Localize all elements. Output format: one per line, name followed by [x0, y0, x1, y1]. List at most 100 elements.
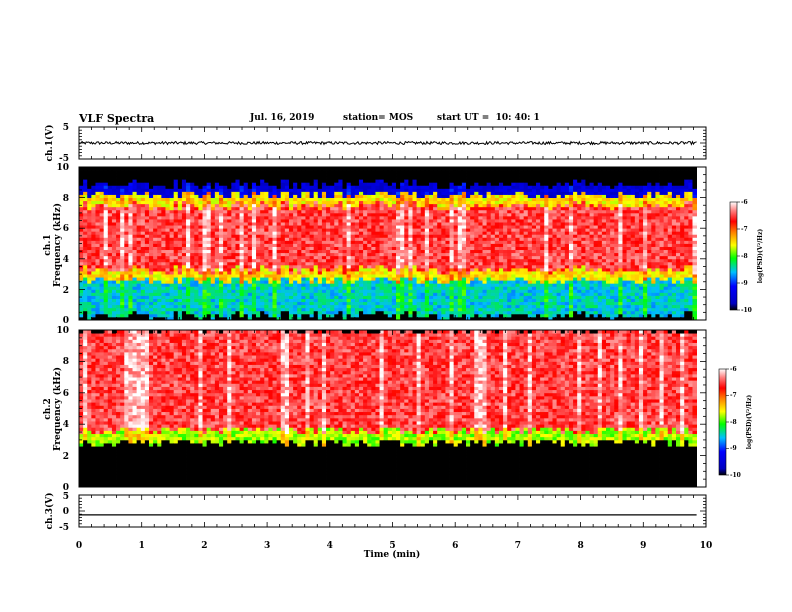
spectrogram-cell [305, 271, 310, 275]
spectrogram-cell [375, 185, 380, 189]
spectrogram-cell [103, 222, 109, 226]
spectrogram-cell [186, 298, 191, 303]
spectrogram-cell [338, 246, 343, 251]
spectrogram-cell [251, 313, 257, 318]
spectrogram-cell [276, 264, 282, 269]
spectrogram-cell [367, 200, 372, 205]
spectrogram-cell [120, 243, 125, 247]
spectrogram-cell [132, 289, 138, 293]
spectrogram-cell [264, 255, 269, 260]
spectrogram-cell [305, 231, 310, 235]
spectrogram-cell [342, 225, 348, 229]
spectrogram-cell [288, 188, 294, 192]
spectrogram-cell [387, 173, 393, 177]
spectrogram-cell [400, 286, 405, 290]
spectrogram-cell [210, 307, 216, 312]
spectrogram-cell [428, 203, 434, 208]
spectrogram-cell [95, 225, 100, 229]
spectrogram-cell [128, 313, 133, 318]
spectrogram-cell [190, 231, 195, 235]
spectrogram-cell [449, 310, 455, 315]
spectrogram-cell [243, 313, 249, 318]
spectrogram-cell [404, 188, 409, 192]
spectrogram-cell [375, 237, 380, 241]
spectrogram-cell [251, 182, 257, 186]
spectrogram-cell [214, 212, 220, 217]
spectrogram-cell [202, 292, 208, 296]
spectrogram-cell [218, 261, 224, 266]
spectrogram-cell [173, 215, 179, 220]
spectrogram-cell [371, 191, 376, 195]
spectrogram-cell [297, 249, 302, 254]
spectrogram-cell [120, 246, 125, 251]
spectrogram-cell [140, 249, 146, 254]
spectrogram-cell [214, 274, 220, 278]
spectrogram-cell [412, 264, 418, 269]
spectrogram-cell [346, 206, 352, 211]
spectrogram-cell [202, 225, 208, 229]
spectrogram-cell [251, 188, 257, 192]
spectrogram-cell [391, 237, 397, 241]
spectrogram-cell [416, 188, 422, 192]
spectrogram-cell [227, 212, 232, 217]
spectrogram-cell [243, 286, 249, 290]
spectrogram-cell [157, 264, 162, 269]
spectrogram-cell [107, 203, 113, 208]
spectrogram-cell [111, 176, 117, 180]
spectrogram-cell [309, 249, 315, 254]
spectrogram-cell [321, 255, 327, 260]
spectrogram-cell [239, 188, 245, 192]
spectrogram-cell [132, 277, 138, 281]
spectrogram-cell [317, 225, 323, 229]
spectrogram-cell [379, 222, 385, 226]
spectrogram-cell [120, 191, 125, 195]
spectrogram-cell [128, 173, 133, 177]
spectrogram-cell [218, 258, 224, 263]
spectrogram-cell [466, 173, 471, 177]
spectrogram-cell [396, 188, 401, 192]
spectrogram-cell [107, 225, 113, 229]
spectrogram-cell [107, 298, 113, 303]
spectrogram-cell [148, 261, 154, 266]
spectrogram-cell [391, 246, 397, 251]
spectrogram-cell [313, 261, 319, 266]
spectrogram-cell [206, 292, 212, 296]
spectrogram-cell [371, 225, 376, 229]
spectrogram-cell [111, 258, 117, 263]
spectrogram-cell [235, 206, 240, 211]
spectrogram-cell [99, 277, 105, 281]
spectrogram-cell [363, 267, 368, 272]
spectrogram-cell [206, 215, 212, 220]
spectrogram-cell [288, 212, 294, 217]
spectrogram-cell [247, 234, 253, 238]
spectrogram-cell [445, 243, 450, 247]
spectrogram-cell [210, 280, 216, 284]
spectrogram-cell [474, 206, 479, 211]
spectrogram-cell [457, 206, 463, 211]
spectrogram-cell [433, 225, 438, 229]
spectrogram-cell [161, 301, 166, 306]
spectrogram-cell [223, 194, 228, 198]
spectrogram-cell [396, 283, 401, 287]
spectrogram-cell [437, 298, 442, 303]
spectrogram-cell [379, 304, 385, 309]
spectrogram-cell [124, 234, 129, 238]
spectrogram-cell [358, 167, 364, 171]
spectrogram-cell [350, 231, 356, 235]
spectrogram-cell [280, 316, 286, 321]
spectrogram-cell [433, 264, 438, 269]
spectrogram-cell [243, 295, 249, 299]
spectrogram-cell [367, 209, 372, 214]
spectrogram-cell [449, 200, 455, 205]
spectrogram-cell [198, 188, 203, 192]
spectrogram-cell [420, 258, 426, 263]
spectrogram-cell [350, 197, 356, 202]
spectrogram-cell [474, 200, 479, 205]
spectrogram-cell [227, 176, 232, 180]
spectrogram-cell [120, 228, 125, 232]
spectrogram-cell [391, 212, 397, 217]
spectrogram-cell [478, 286, 483, 290]
spectrogram-cell [148, 304, 154, 309]
spectrogram-cell [284, 219, 290, 223]
spectrogram-cell [153, 240, 158, 244]
